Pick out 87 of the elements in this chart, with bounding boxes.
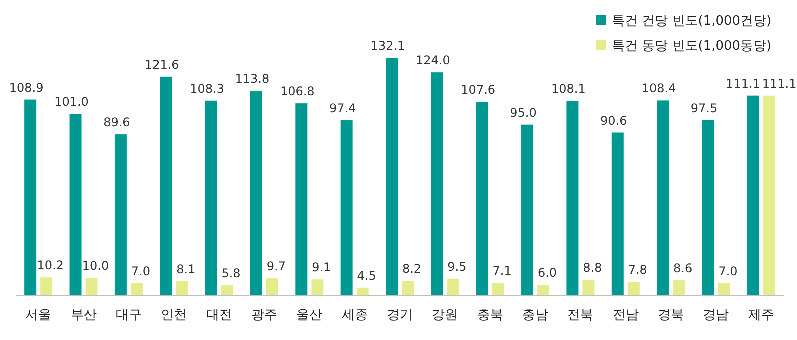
- data-label: 108.3: [190, 82, 224, 96]
- x-tick-label: 인천: [161, 308, 188, 323]
- bar: [356, 288, 369, 296]
- data-label: 95.0: [510, 106, 537, 120]
- x-tick-label: 전북: [568, 308, 594, 323]
- bar: [130, 283, 143, 296]
- x-tick-label: 전남: [612, 308, 639, 323]
- data-label: 6.0: [538, 266, 558, 280]
- x-tick-label: 부산: [70, 308, 97, 323]
- x-tick-label: 대구: [116, 308, 142, 323]
- x-tick-label: 세종: [342, 308, 368, 323]
- data-label: 107.6: [461, 83, 496, 98]
- data-label: 106.8: [280, 84, 315, 99]
- bar: [612, 132, 624, 296]
- bar: [266, 278, 278, 296]
- data-label: 7.8: [628, 262, 648, 277]
- x-tick-label: 경기: [387, 308, 413, 323]
- data-label: 7.0: [131, 264, 150, 278]
- data-label: 90.6: [600, 114, 628, 128]
- bar: [24, 100, 37, 296]
- bar: [431, 72, 444, 296]
- data-label: 111.1: [762, 76, 797, 91]
- bar: [160, 76, 172, 296]
- bar: [386, 58, 398, 296]
- x-tick-label: 광주: [251, 308, 278, 323]
- x-tick-label: 강원: [432, 308, 458, 323]
- bar: [566, 101, 579, 296]
- data-label: 101.0: [54, 95, 89, 110]
- bar: [221, 286, 234, 296]
- data-label: 8.1: [176, 262, 196, 276]
- bar: [312, 280, 324, 296]
- x-tick-label: 충남: [522, 308, 549, 323]
- data-label: 97.5: [690, 101, 718, 116]
- data-label: 9.5: [448, 260, 467, 274]
- bar: [582, 280, 595, 296]
- bar: [718, 283, 730, 296]
- bar: [747, 96, 760, 296]
- data-label: 10.2: [37, 258, 64, 273]
- data-label: 124.0: [416, 54, 450, 68]
- data-label: 7.1: [492, 264, 512, 278]
- bar: [538, 285, 550, 296]
- bar: [702, 120, 714, 296]
- bar: [402, 281, 414, 296]
- x-tick-label: 제주: [748, 308, 774, 323]
- bar: [114, 134, 127, 296]
- data-label: 108.4: [642, 82, 676, 96]
- data-label: 5.8: [222, 266, 241, 281]
- bar: [86, 278, 98, 296]
- data-label: 8.8: [583, 261, 602, 276]
- x-tick-label: 경북: [658, 308, 684, 323]
- data-label: 97.4: [329, 102, 356, 116]
- x-tick-label: 서울: [26, 308, 52, 323]
- bar: [40, 278, 53, 296]
- data-label: 10.0: [82, 258, 110, 273]
- data-label: 7.0: [718, 264, 738, 278]
- data-label: 108.1: [552, 82, 586, 96]
- bar: [205, 100, 218, 296]
- bar: [296, 104, 308, 296]
- data-label: 8.2: [402, 262, 422, 276]
- data-label: 121.6: [144, 58, 180, 72]
- data-label: 4.5: [357, 268, 376, 283]
- legend-label: 특건 건당 빈도(1,000건당): [612, 14, 772, 29]
- legend-label: 특건 동당 빈도(1,000동당): [612, 39, 772, 54]
- bar: [70, 114, 82, 296]
- data-label: 113.8: [235, 72, 270, 86]
- x-tick-label: 충북: [477, 308, 504, 323]
- bar: [447, 278, 460, 296]
- data-label: 8.6: [674, 262, 693, 276]
- bar: [250, 90, 262, 296]
- bar: [763, 96, 776, 296]
- data-label: 108.9: [9, 80, 44, 95]
- bar: [522, 124, 534, 296]
- bar: [176, 281, 188, 296]
- bar: [657, 100, 670, 296]
- bar: [492, 283, 504, 296]
- data-label: 111.1: [726, 76, 760, 91]
- data-label: 89.6: [104, 116, 130, 130]
- bar: [628, 282, 640, 296]
- x-tick-label: 대전: [206, 308, 232, 323]
- data-label: 9.7: [266, 260, 286, 274]
- data-label: 132.1: [370, 39, 406, 53]
- bar: [340, 120, 353, 296]
- bar: [476, 102, 488, 296]
- x-tick-label: 경남: [703, 308, 730, 323]
- data-label: 9.1: [312, 260, 332, 275]
- x-tick-label: 울산: [296, 308, 323, 323]
- bar: [673, 280, 686, 296]
